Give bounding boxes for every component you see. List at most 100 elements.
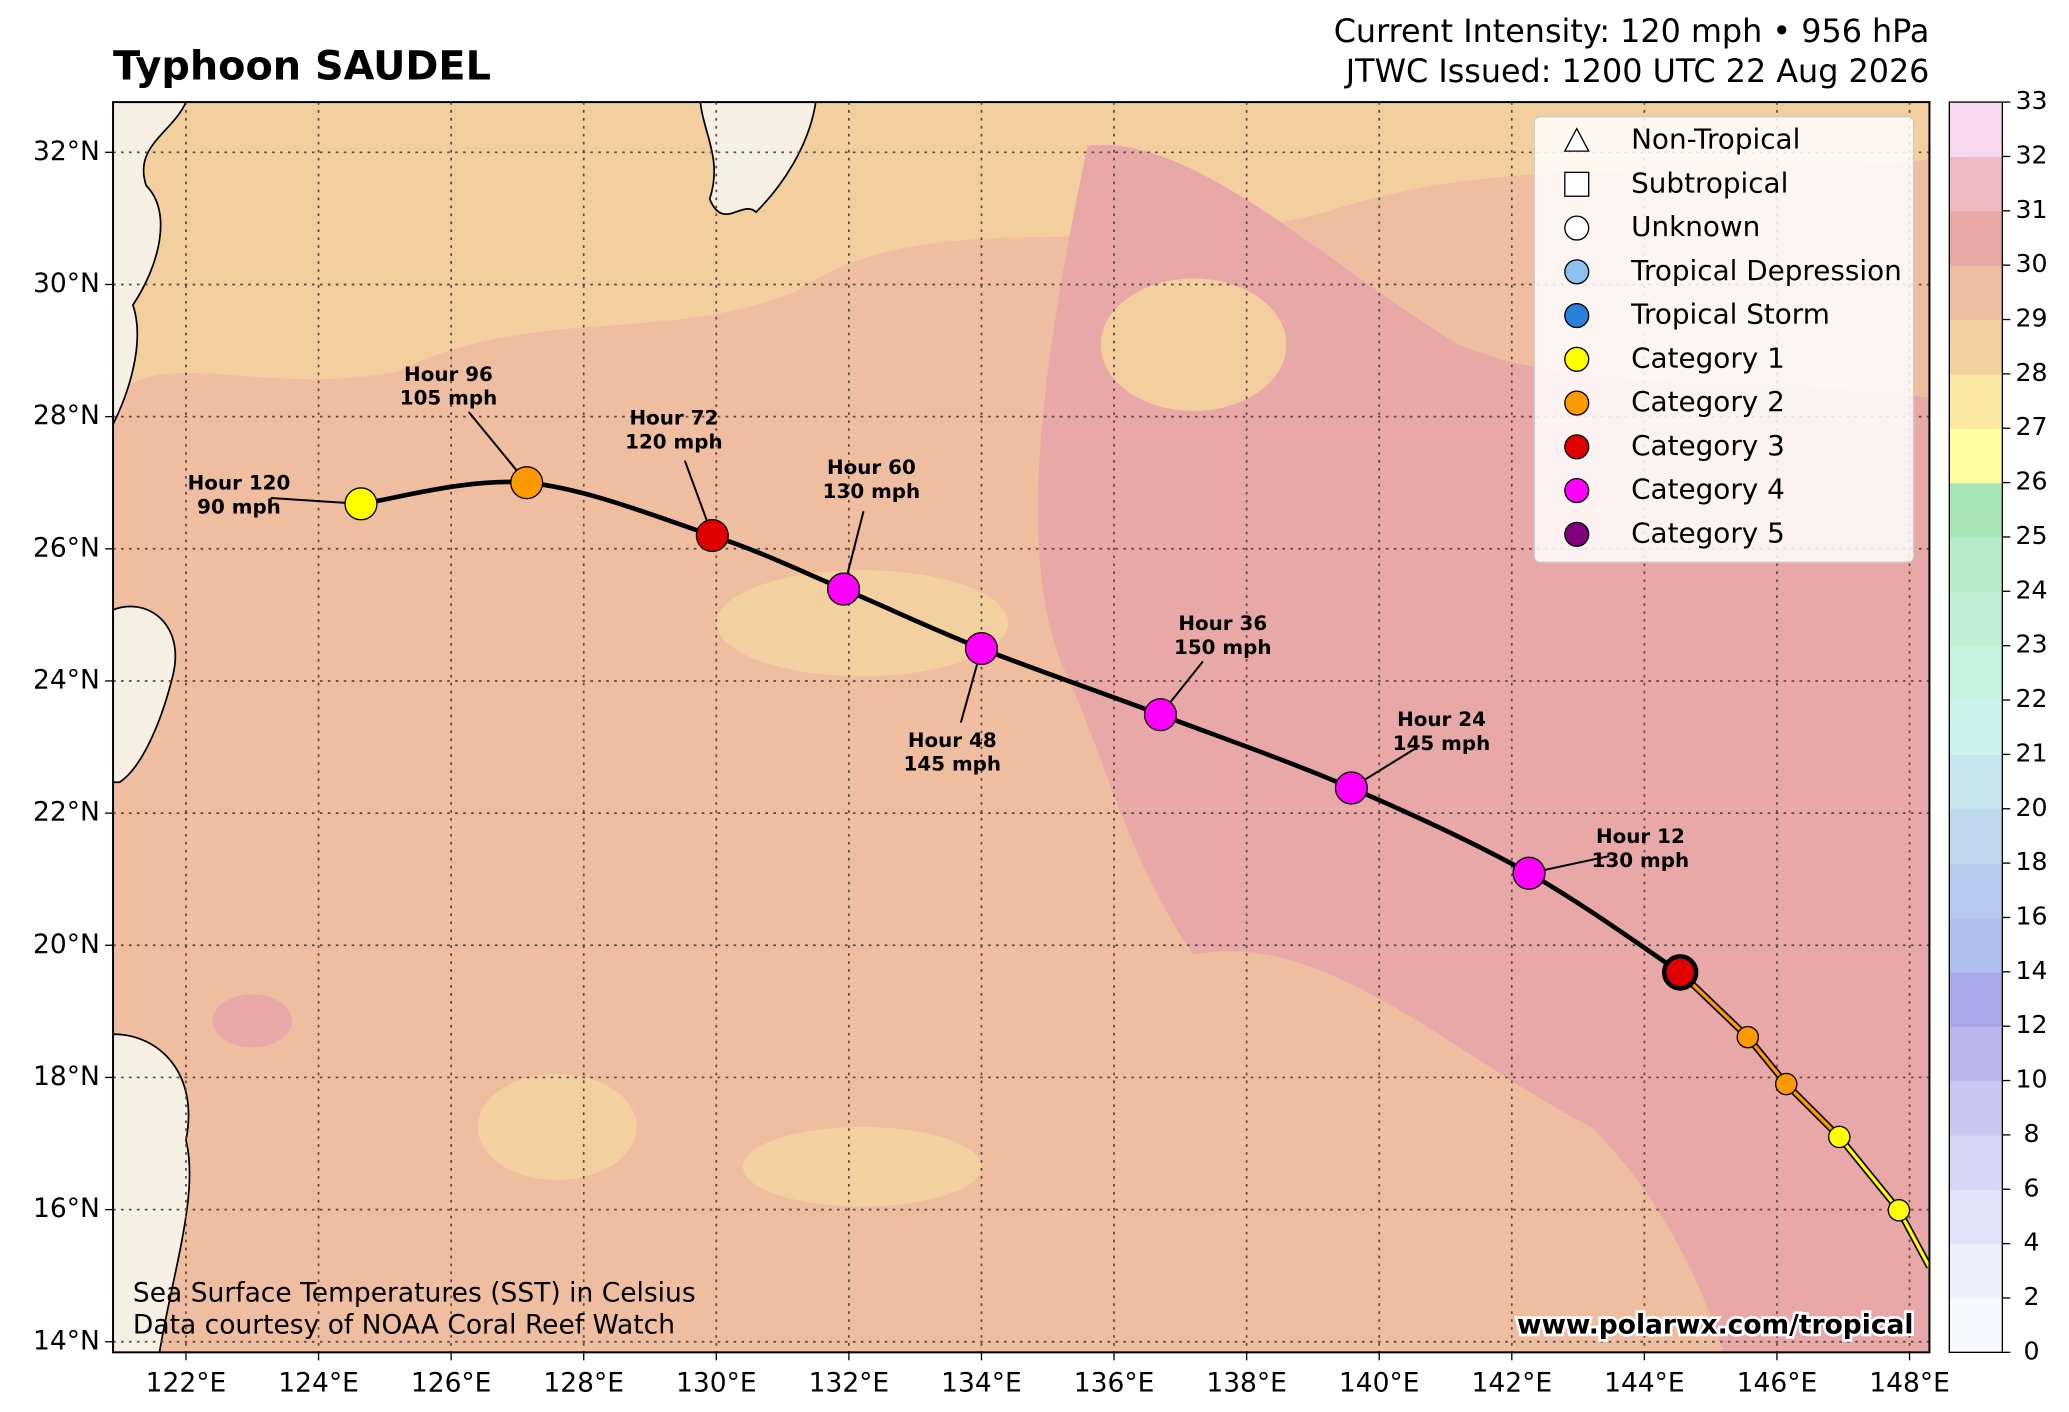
past-position [1736, 1025, 1760, 1049]
issued: JTWC Issued: 1200 UTC 22 Aug 2026 [1344, 52, 1930, 90]
colorbar-band [1949, 1297, 2003, 1354]
title: Typhoon SAUDEL [113, 43, 491, 89]
colorbar-band [1949, 754, 2003, 810]
y-tick-label: 24°N [33, 664, 100, 695]
y-tick-label: 14°N [33, 1325, 100, 1356]
legend-label: Category 5 [1631, 516, 1785, 549]
past-position [1887, 1198, 1911, 1222]
x-tick-label: 130°E [676, 1368, 757, 1399]
colorbar-band [1949, 210, 2003, 266]
colorbar-tick-label: 0 [2024, 1336, 2040, 1365]
forecast-hour: Hour 120 [188, 471, 291, 494]
colorbar-band [1949, 808, 2003, 864]
colorbar-tick-label: 12 [2015, 1010, 2047, 1039]
legend-symbol [1564, 521, 1590, 547]
colorbar-tick-label: 23 [2015, 630, 2047, 659]
colorbar-band [1949, 1243, 2003, 1299]
legend-label: Tropical Depression [1630, 254, 1902, 287]
colorbar-tick-label: 20 [2015, 793, 2047, 822]
grid [113, 102, 1930, 1353]
sst-warm-north [113, 102, 1930, 398]
y-tick-label: 32°N [33, 136, 100, 167]
x-tick-label: 144°E [1604, 1368, 1685, 1399]
y-tick-label: 22°N [33, 797, 100, 828]
legend-symbol [1564, 390, 1590, 416]
x-tick-label: 142°E [1472, 1368, 1553, 1399]
colorbar-band [1949, 1134, 2003, 1190]
colorbar-tick-label: 21 [2015, 738, 2047, 767]
colorbar-tick-label: 33 [2015, 86, 2047, 115]
x-tick-label: 128°E [543, 1368, 624, 1399]
x-tick-label: 146°E [1737, 1368, 1818, 1399]
legend-symbol [1564, 477, 1590, 504]
colorbar-band [1949, 156, 2003, 212]
y-tick-label: 16°N [33, 1193, 100, 1224]
forecast-wind: 130 mph [1592, 849, 1690, 872]
forecast-hour: Hour 96 [404, 363, 493, 386]
colorbar-band [1949, 428, 2003, 484]
colorbar-tick-label: 6 [2024, 1173, 2040, 1202]
legend-label: Category 3 [1631, 429, 1785, 462]
colorbar-tick-label: 24 [2015, 575, 2047, 604]
colorbar-tick-label: 27 [2015, 412, 2047, 441]
past-position [1828, 1125, 1851, 1149]
colorbar-band [1949, 1080, 2003, 1136]
colorbar-tick-label: 25 [2015, 521, 2047, 550]
colorbar-tick-label: 31 [2015, 195, 2047, 224]
colorbar-band [1949, 265, 2003, 321]
x-tick-label: 148°E [1869, 1368, 1950, 1399]
past-track-segment [1837, 1135, 1901, 1212]
colorbar-band [1949, 102, 2003, 158]
colorbar-band [1949, 319, 2003, 375]
forecast-wind: 120 mph [625, 430, 723, 453]
current-position [1661, 954, 1699, 991]
colorbar-tick-label: 26 [2015, 467, 2047, 496]
track [270, 411, 1930, 1269]
legend-label: Category 1 [1631, 341, 1785, 374]
legend-symbol [1564, 302, 1590, 329]
land-taiwan [113, 605, 177, 784]
colorbar-tick-label: 22 [2015, 684, 2047, 713]
colorbar-band [1949, 917, 2003, 973]
colorbar-tick-label: 29 [2015, 304, 2047, 333]
forecast-wind: 90 mph [197, 495, 281, 518]
credit: Data courtesy of NOAA Coral Reef Watch [133, 1309, 675, 1340]
forecast-wind: 145 mph [904, 753, 1002, 776]
colorbar-band [1949, 536, 2003, 592]
forecast-position [1512, 856, 1546, 890]
y-tick-label: 26°N [33, 532, 100, 563]
land-china [113, 102, 187, 425]
colorbar-tick-label: 18 [2015, 847, 2047, 876]
x-tick-label: 138°E [1206, 1368, 1287, 1399]
forecast-hour: Hour 48 [908, 729, 997, 752]
colorbar-tick-label: 16 [2015, 901, 2047, 930]
colorbar-band [1949, 482, 2003, 538]
forecast-position [344, 487, 378, 521]
forecast-hour: Hour 12 [1596, 825, 1685, 848]
forecast-position [827, 572, 861, 606]
legend-symbol [1564, 259, 1590, 285]
legend-symbol [1563, 127, 1590, 152]
land-kyushu [699, 102, 817, 215]
forecast-hour: Hour 24 [1397, 708, 1486, 731]
x-tick-label: 132°E [809, 1368, 890, 1399]
forecast-position [510, 466, 544, 500]
legend-label: Category 2 [1631, 385, 1785, 418]
legend-label: Non-Tropical [1631, 123, 1800, 156]
sst-note: Sea Surface Temperatures (SST) in Celsiu… [133, 1278, 696, 1309]
legend-symbol [1564, 215, 1590, 241]
y-tick-label: 30°N [33, 268, 100, 299]
sst-patch [1100, 278, 1287, 412]
colorbar-tick-label: 8 [2024, 1119, 2040, 1148]
colorbar-band [1949, 1189, 2003, 1245]
colorbar-band [1949, 645, 2003, 701]
colorbar-band [1949, 700, 2003, 756]
forecast-position [1143, 698, 1178, 732]
x-tick-label: 136°E [1074, 1368, 1155, 1399]
colorbar-band [1949, 971, 2003, 1027]
legend-label: Subtropical [1631, 166, 1788, 199]
forecast-wind: 150 mph [1174, 636, 1272, 659]
colorbar [1949, 102, 2003, 1354]
